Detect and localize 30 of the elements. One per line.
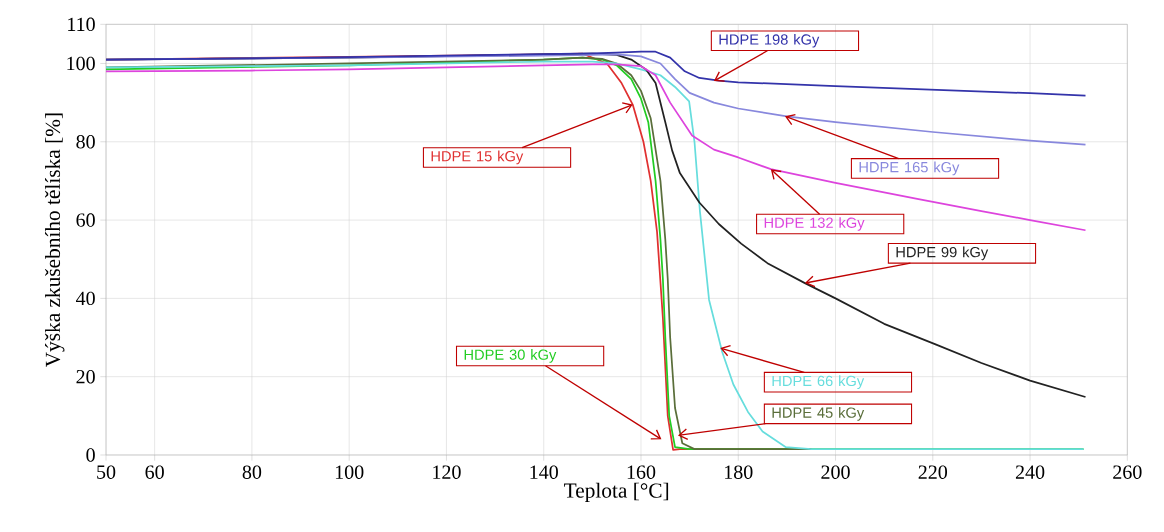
- x-tick-label: 200: [821, 465, 850, 479]
- series-label: HDPE 132 kGy: [764, 217, 865, 231]
- text: HDPE 66 kGy: [772, 375, 865, 389]
- x-tick-label: 180: [725, 465, 753, 479]
- y-tick-label: 40: [76, 291, 95, 306]
- x-tick-label: 220: [918, 465, 948, 479]
- y-tick-label: 100: [67, 56, 95, 71]
- x-tick-label: 50: [97, 465, 116, 479]
- text: HDPE 99 kGy: [896, 246, 989, 261]
- x-tick-label: 260: [1113, 465, 1142, 479]
- x-tick-label: 120: [433, 465, 461, 479]
- x-tick-label: 80: [242, 465, 262, 479]
- x-tick-label: 140: [530, 465, 558, 479]
- series-label: HDPE 165 kGy: [859, 161, 960, 176]
- text: HDPE 30 kGy: [464, 349, 557, 363]
- series-label: HDPE 45 kGy: [772, 407, 865, 421]
- x-tick-label: 100: [335, 465, 364, 479]
- y-tick-label: 60: [76, 213, 95, 227]
- y-tick-label: 110: [68, 17, 95, 32]
- x-tick-label: 240: [1015, 465, 1045, 479]
- y-tick-label: 20: [76, 369, 95, 384]
- y-tick-label: 0: [86, 448, 95, 462]
- x-tick-label: 60: [145, 465, 164, 479]
- y-tick-label: 80: [76, 135, 95, 149]
- x-tick-label: 160: [627, 465, 656, 479]
- x-axis-title: Teplota [°C]: [564, 482, 669, 503]
- text: HDPE 15 kGy: [431, 150, 524, 165]
- y-axis-title: Výška zkušebního tělíska [%]: [45, 113, 65, 368]
- line-series: [105, 63, 1087, 232]
- text: HDPE 198 kGy: [719, 33, 820, 48]
